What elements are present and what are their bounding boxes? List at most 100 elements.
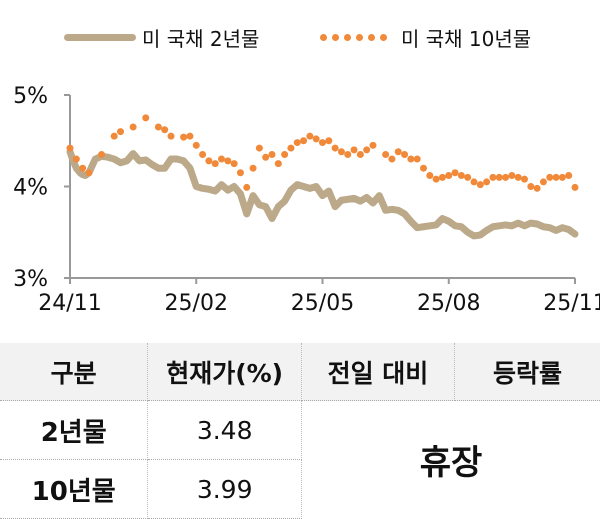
series-10y-dot <box>471 178 478 185</box>
yield-table: 구분 현재가(%) 전일 대비 등락률 2년물 3.48 휴장 10년물 3.9… <box>0 343 600 519</box>
series-10y-dot <box>180 134 187 141</box>
series-10y-dot <box>231 160 238 167</box>
series-10y-dot <box>332 145 339 152</box>
series-10y-dot <box>477 181 484 188</box>
legend-dotted-swatch <box>320 34 387 41</box>
series-10y-dot <box>414 156 421 163</box>
series-10y-dot <box>407 156 414 163</box>
series-10y-dot <box>534 185 541 192</box>
price-2y: 3.48 <box>148 401 302 460</box>
header-change-rate: 등락률 <box>454 343 600 401</box>
series-10y-dot <box>243 184 250 191</box>
series-10y-dot <box>256 145 263 152</box>
series-10y-dot <box>572 184 579 191</box>
header-change: 전일 대비 <box>302 343 455 401</box>
series-10y-dot <box>344 151 351 158</box>
series-10y-dot <box>382 151 389 158</box>
y-tick-label: 4% <box>13 176 48 201</box>
series-10y-dot <box>218 156 225 163</box>
series-10y-dot <box>363 146 370 153</box>
row-label-2y: 2년물 <box>0 401 148 460</box>
series-10y-dot <box>269 151 276 158</box>
series-10y-dot <box>439 174 446 181</box>
chart-legend: 미 국채 2년물 미 국채 10년물 <box>0 22 600 52</box>
line-chart: 3% 4% 5% 24/11 25/02 25/05 25/08 25/11 <box>0 60 600 330</box>
series-10y-dot <box>275 160 282 167</box>
header-category: 구분 <box>0 343 148 401</box>
series-10y-dot <box>98 151 105 158</box>
series-10y-dot <box>546 174 553 181</box>
series-10y-dot <box>85 169 92 176</box>
series-10y-dot <box>168 133 175 140</box>
legend-label-2y: 미 국채 2년물 <box>142 23 259 52</box>
series-10y-dot <box>496 174 503 181</box>
series-10y-dot <box>262 154 269 161</box>
series-10y-dot <box>287 145 294 152</box>
series-10y-dot <box>130 124 137 131</box>
series-10y-dot <box>458 172 465 179</box>
series-10y-dot <box>193 142 200 149</box>
header-price: 현재가(%) <box>148 343 302 401</box>
series-10y-dot <box>401 151 408 158</box>
series-10y-dot <box>111 133 118 140</box>
series-10y-dot <box>540 178 547 185</box>
legend-solid-line-swatch <box>64 34 136 41</box>
series-10y-dot <box>199 151 206 158</box>
series-10y-dot <box>313 135 320 142</box>
series-10y-dot <box>515 174 522 181</box>
series-10y-dot <box>79 165 86 172</box>
x-tick-label: 25/08 <box>417 291 480 316</box>
series-10y-dot <box>553 174 560 181</box>
series-10y-dot <box>395 148 402 155</box>
price-10y: 3.99 <box>148 460 302 519</box>
series-10y-dot <box>73 156 80 163</box>
y-tick-label: 3% <box>13 267 48 292</box>
series-10y-dot <box>186 133 193 140</box>
series-10y-dot <box>237 169 244 176</box>
legend-item-2y: 미 국채 2년물 <box>64 22 259 52</box>
series-10y-dot <box>483 178 490 185</box>
series-10y-dot <box>445 172 452 179</box>
series-10y-dot <box>325 137 332 144</box>
table-header-row: 구분 현재가(%) 전일 대비 등락률 <box>0 343 600 401</box>
x-tick-label: 24/11 <box>38 291 101 316</box>
series-10y-dot <box>306 133 313 140</box>
x-tick-label: 25/02 <box>165 291 228 316</box>
series-10y-dot <box>489 174 496 181</box>
x-tick-label: 25/05 <box>291 291 354 316</box>
series-10y-dot <box>464 174 471 181</box>
series-10y-dot <box>433 176 440 183</box>
row-label-10y: 10년물 <box>0 460 148 519</box>
x-tick-label: 25/11 <box>543 291 600 316</box>
series-10y-dot <box>565 172 572 179</box>
series-10y-dot <box>250 165 257 172</box>
series-10y-dot <box>294 139 301 146</box>
series-10y-dot <box>559 174 566 181</box>
series-10y-dot <box>212 160 219 167</box>
series-10y-dot <box>281 151 288 158</box>
series-10y-dot <box>67 145 74 152</box>
y-tick-label: 5% <box>13 84 48 109</box>
legend-item-10y: 미 국채 10년물 <box>320 22 531 52</box>
series-10y-dot <box>117 128 124 135</box>
series-10y-dot <box>338 148 345 155</box>
series-10y-dot <box>357 151 364 158</box>
series-10y-dot <box>161 126 168 133</box>
series-2y-line <box>70 152 575 236</box>
series-10y-dot <box>426 172 433 179</box>
series-10y-dot <box>370 142 377 149</box>
series-10y-dot <box>351 146 358 153</box>
series-10y-dot <box>205 157 212 164</box>
series-10y-dot <box>155 124 162 131</box>
table-row: 2년물 3.48 휴장 <box>0 401 600 460</box>
series-10y-dot <box>452 169 459 176</box>
legend-label-10y: 미 국채 10년물 <box>401 23 531 52</box>
series-10y-dot <box>521 176 528 183</box>
series-10y-dot <box>502 174 509 181</box>
series-10y-dot <box>224 157 231 164</box>
series-10y-dot <box>300 137 307 144</box>
series-10y-dot <box>319 139 326 146</box>
series-10y-dot <box>508 172 515 179</box>
series-10y-dot <box>527 183 534 190</box>
series-10y-dot <box>142 114 149 121</box>
